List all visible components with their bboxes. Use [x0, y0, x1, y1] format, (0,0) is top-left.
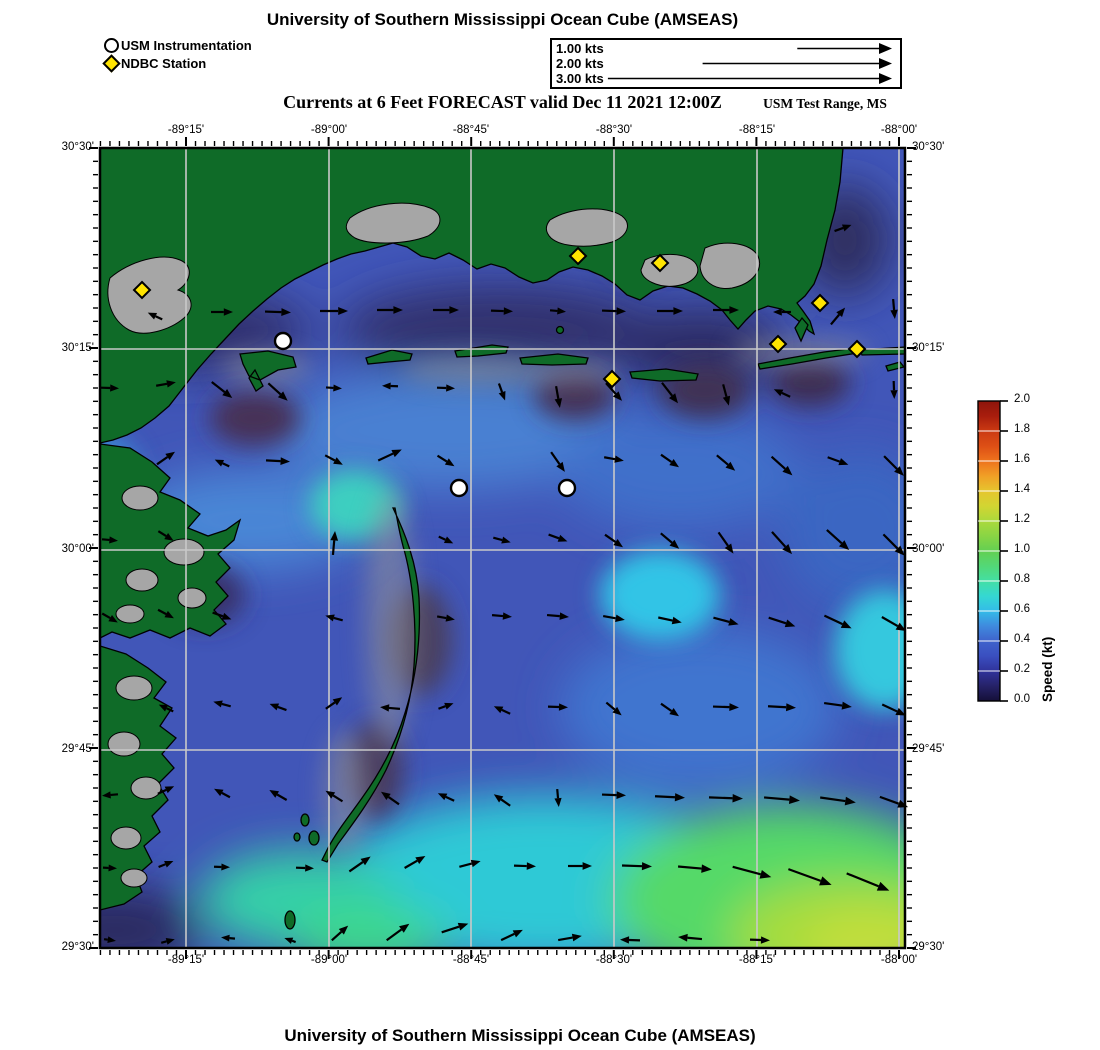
- colorbar-tick-label: 1.8: [1014, 423, 1030, 435]
- ship-island-east: [454, 344, 509, 358]
- x-axis-label-bottom: -89°00': [310, 954, 348, 966]
- water-speed-field: [100, 148, 905, 948]
- y-axis-label-right: 30°30': [912, 141, 945, 153]
- chandeleur-islet: [308, 830, 320, 846]
- colorbar-tick-label: 0.4: [1014, 633, 1030, 645]
- x-axis-label-bottom: -88°00': [880, 954, 918, 966]
- map-legend: USM Instrumentation NDBC Station: [102, 36, 252, 73]
- y-axis-label-left: 30°00': [61, 543, 94, 555]
- scale-1kt-label: 1.00 kts: [556, 41, 604, 56]
- bay-st-louis: [107, 256, 192, 334]
- colorbar-tick-label: 1.0: [1014, 543, 1030, 555]
- current-vector-arrows: [100, 224, 909, 945]
- grand-bay-marsh: [640, 254, 699, 287]
- legend-ndbc-label: NDBC Station: [121, 55, 207, 71]
- petit-bois-island: [629, 368, 699, 382]
- y-axis-label-right: 30°00': [912, 543, 945, 555]
- legend-item-usm: USM Instrumentation: [104, 36, 252, 54]
- y-axis-label-left: 30°30': [61, 141, 94, 153]
- x-axis-label-top: -88°00': [880, 124, 918, 136]
- louisiana-marsh: [100, 443, 242, 911]
- x-axis-label-top: -89°15': [167, 124, 205, 136]
- ndbc-station-marker: [568, 246, 588, 266]
- pascagoula-marsh: [545, 208, 628, 247]
- y-axis-label-right: 29°45': [912, 743, 945, 755]
- vector-scale-box: 1.00 kts 2.00 kts 3.00 kts: [550, 38, 902, 89]
- speed-colorbar: 2.0 1.8 1.6 1.4 1.2 1.0 0.8 0.6 0.4 0.2 0.0: [977, 393, 1048, 705]
- ndbc-station-marker: [650, 253, 670, 273]
- mainland-coast: [100, 148, 844, 444]
- legend-item-ndbc: NDBC Station: [102, 53, 252, 73]
- axis-ticks: [89, 137, 916, 959]
- horn-island: [519, 353, 589, 366]
- y-axis-label-left: 30°15': [61, 342, 94, 354]
- x-axis-label-bottom: -88°15': [738, 954, 776, 966]
- x-axis-label-top: -88°45': [452, 124, 490, 136]
- colorbar-tick-label: 1.2: [1014, 513, 1030, 525]
- colorbar-tick-label: 0.0: [1014, 693, 1030, 705]
- scale-2kt-label: 2.00 kts: [556, 56, 604, 71]
- map-canvas: [89, 137, 916, 959]
- y-axis-label-right: 29°30': [912, 941, 945, 953]
- region-label: USM Test Range, MS: [763, 96, 887, 111]
- round-island: [555, 325, 565, 335]
- usm-instrumentation-marker: [557, 478, 577, 498]
- graticule-gridlines: [100, 148, 905, 948]
- colorbar-tick-label: 0.8: [1014, 573, 1030, 585]
- colorbar-tick-label: 1.6: [1014, 453, 1030, 465]
- chandeleur-islands: [321, 507, 421, 863]
- little-dauphin-island: [794, 316, 809, 343]
- x-axis-label-top: -88°30': [595, 124, 633, 136]
- ndbc-station-marker: [847, 339, 867, 359]
- chandeleur-islet: [293, 832, 301, 842]
- x-axis-label-bottom: -89°15': [167, 954, 205, 966]
- x-axis-label-bottom: -88°30': [595, 954, 633, 966]
- x-axis-label-top: -88°15': [738, 124, 776, 136]
- forecast-subtitle: Currents at 6 Feet FORECAST valid Dec 11…: [283, 92, 722, 112]
- usm-circle-icon: [104, 37, 121, 53]
- ndbc-station-marker: [810, 293, 830, 313]
- ndbc-diamond-icon: [102, 53, 121, 73]
- x-axis-label-bottom: -88°45': [452, 954, 490, 966]
- usm-instrumentation-marker: [449, 478, 469, 498]
- usm-instrumentation-marker: [273, 331, 293, 351]
- y-axis-label-right: 30°15': [912, 342, 945, 354]
- colorbar-title: Speed (kt): [1040, 636, 1055, 702]
- y-axis-label-left: 29°45': [61, 743, 94, 755]
- biloxi-back-bay: [345, 202, 441, 244]
- page-title: University of Southern Mississippi Ocean…: [266, 10, 739, 29]
- footer-title: University of Southern Mississippi Ocean…: [284, 1026, 756, 1045]
- chandeleur-islet: [300, 813, 310, 827]
- legend-usm-label: USM Instrumentation: [121, 37, 252, 53]
- forecast-map: [89, 137, 916, 959]
- ndbc-station-marker: [602, 369, 622, 389]
- map-border: [98, 146, 907, 950]
- cat-island: [239, 350, 297, 392]
- station-markers: [132, 246, 867, 498]
- mobile-delta-marsh: [699, 242, 760, 289]
- south-islet: [284, 910, 296, 930]
- scale-3kt-label: 3.00 kts: [556, 71, 604, 86]
- ship-island-west: [365, 349, 413, 365]
- y-axis-label-left: 29°30': [61, 941, 94, 953]
- colorbar-tick-label: 0.6: [1014, 603, 1030, 615]
- colorbar-tick-label: 0.2: [1014, 663, 1030, 675]
- colorbar-tick-label: 2.0: [1014, 393, 1030, 405]
- ndbc-station-marker: [132, 280, 152, 300]
- land-masses: [100, 148, 905, 930]
- x-axis-label-top: -89°00': [310, 124, 348, 136]
- ndbc-station-marker: [768, 334, 788, 354]
- colorbar-tick-label: 1.4: [1014, 483, 1030, 495]
- scale-arrows: [607, 43, 892, 84]
